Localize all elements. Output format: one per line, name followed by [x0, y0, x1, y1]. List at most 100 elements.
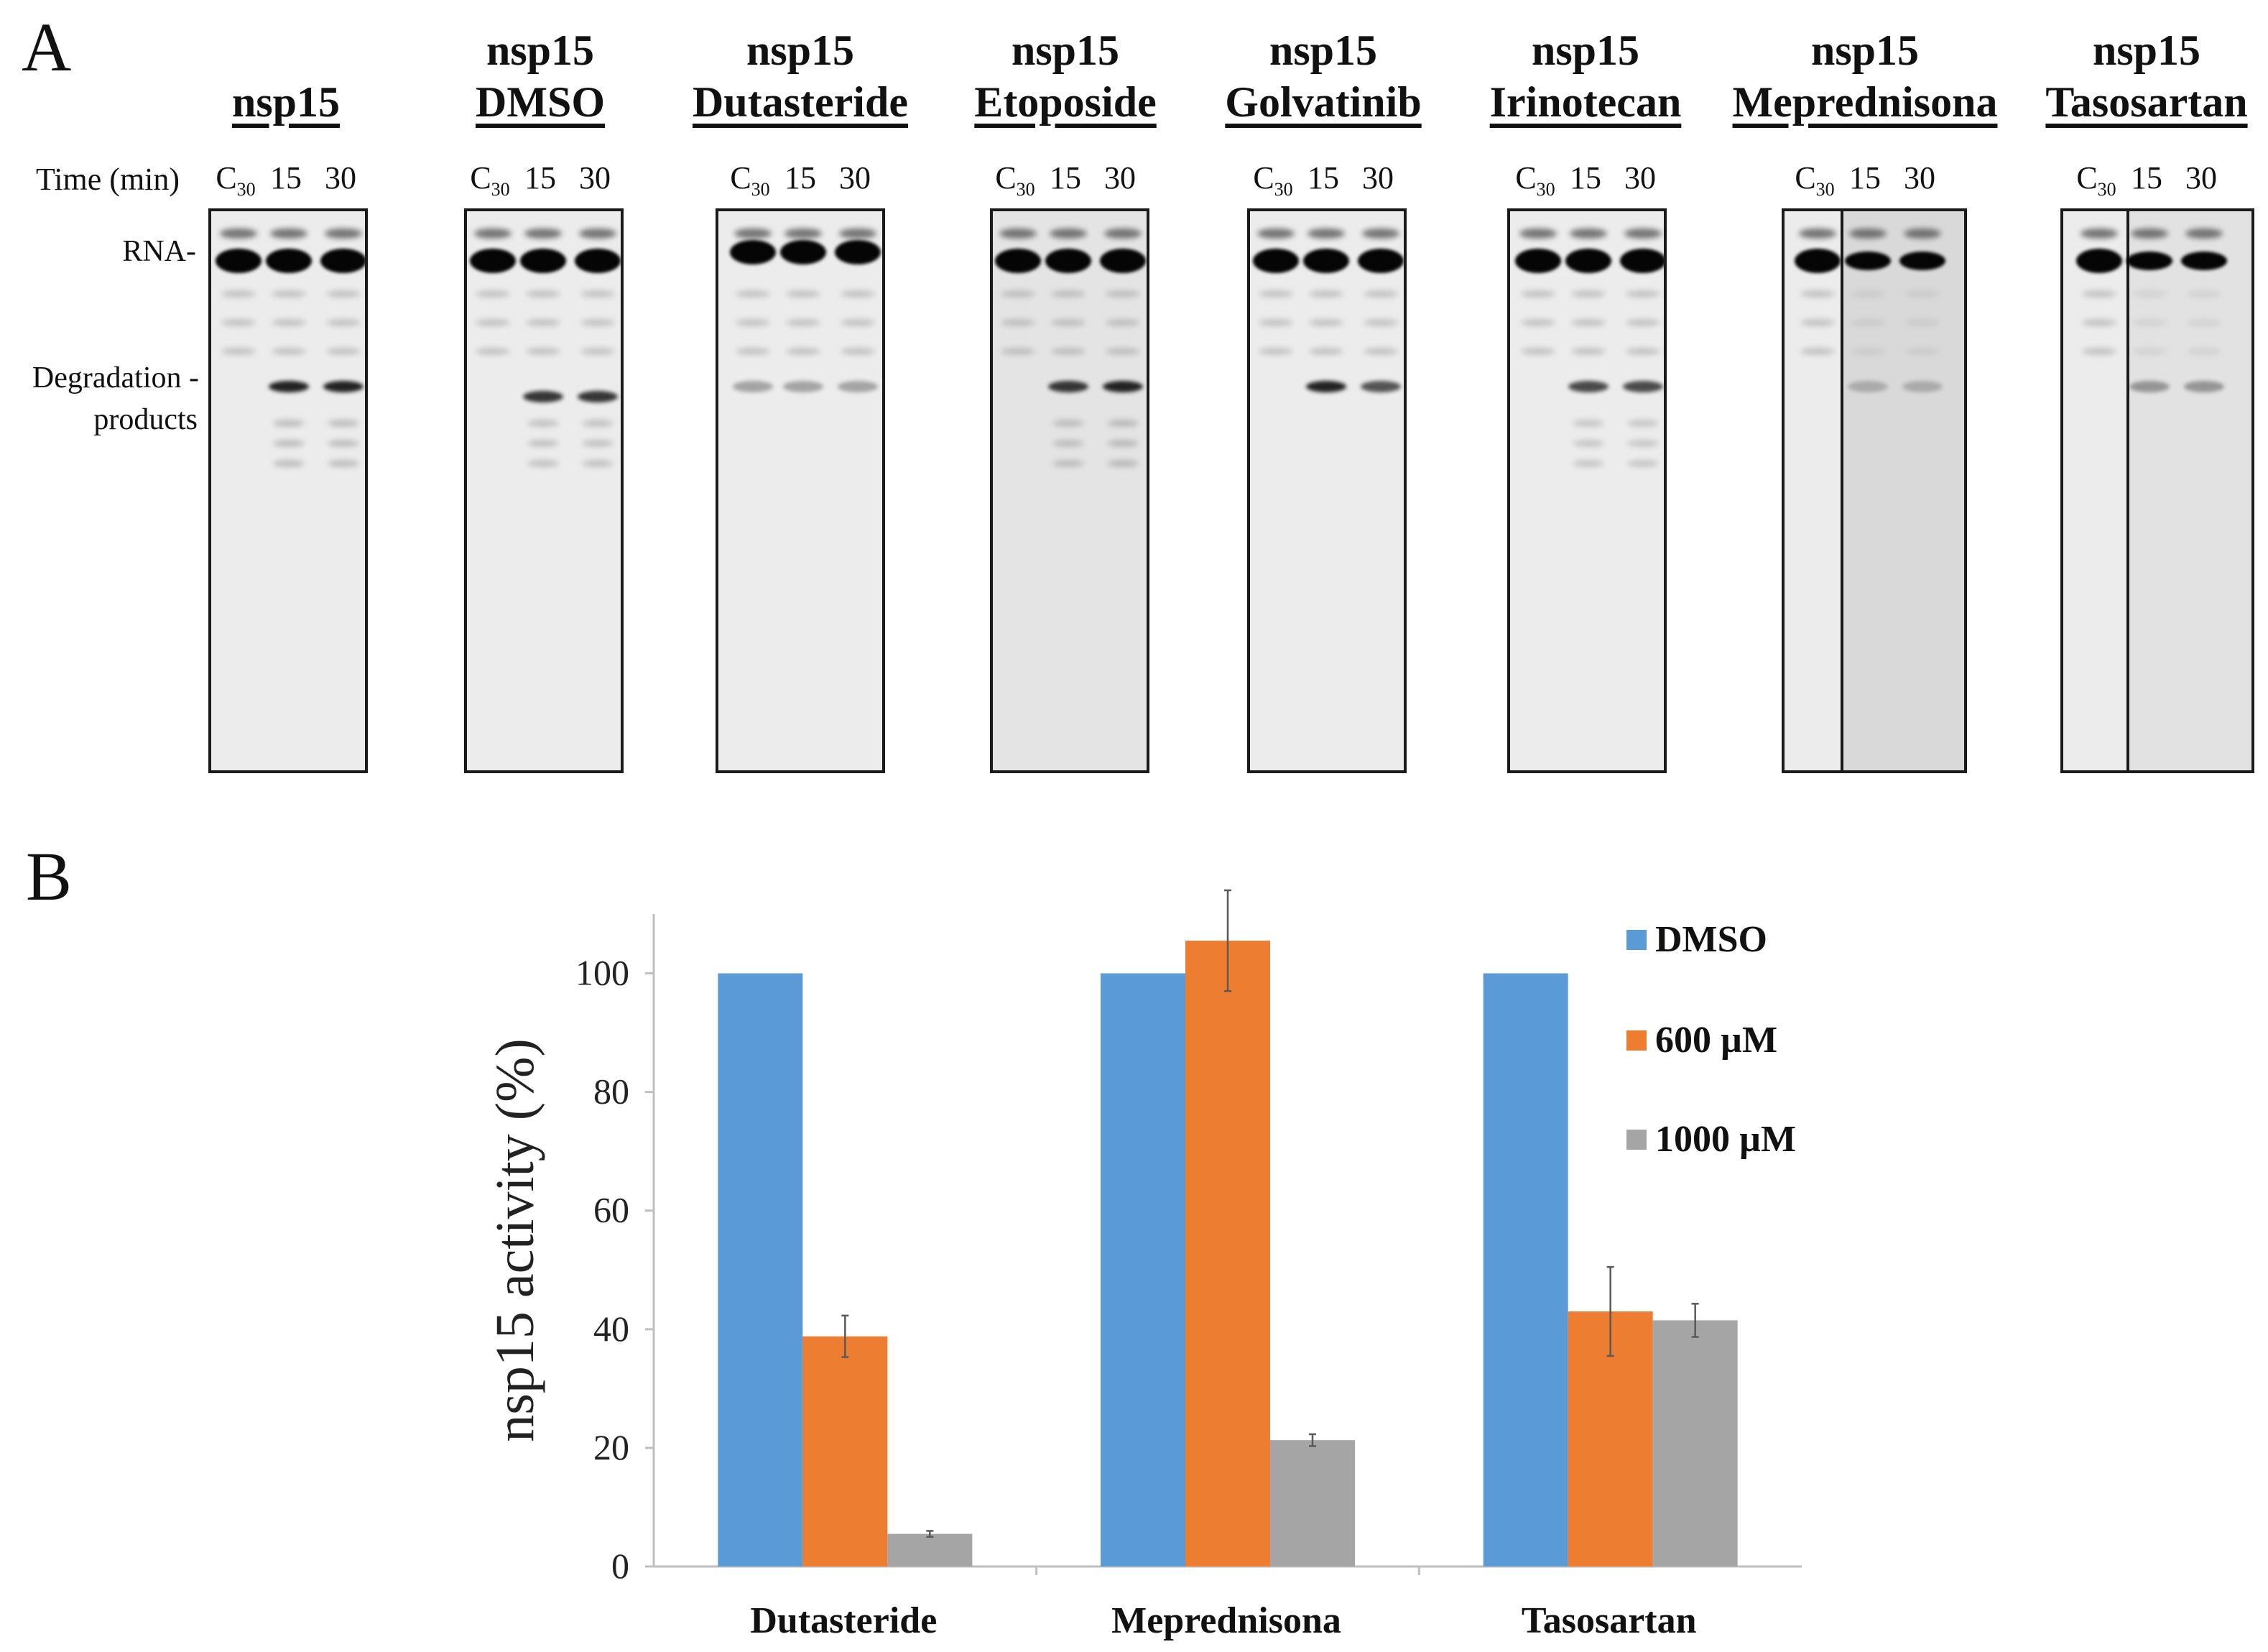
lane-label-time: 30: [325, 160, 356, 195]
band-faint: [328, 420, 359, 427]
y-tick-label: 80: [593, 1071, 629, 1112]
band-upper: [1519, 229, 1557, 239]
lane-label-time: 15: [270, 160, 302, 195]
band-faint: [272, 319, 306, 326]
band-faint: [1107, 420, 1139, 427]
band-faint: [526, 348, 560, 355]
gel-header: nsp15 Golvatinib: [1225, 29, 1421, 124]
lane-label-time: 30: [2185, 160, 2217, 195]
band-rna: [780, 240, 826, 264]
y-axis-title: nsp15 activity (%): [485, 1038, 545, 1441]
band-rna: [1899, 252, 1945, 270]
band-upper: [839, 229, 876, 239]
band-faint: [326, 290, 361, 297]
band-rna: [995, 249, 1041, 273]
band-upper: [270, 229, 307, 239]
lane-label-subscript: 30: [236, 178, 256, 200]
gel-header-line1: nsp15: [1269, 27, 1378, 74]
band-faint: [1107, 460, 1139, 467]
lane-label-subscript: 30: [1536, 178, 1555, 200]
band-rna: [835, 240, 881, 264]
band-faint: [580, 290, 615, 297]
band-degradation: [2184, 381, 2224, 392]
rna-label: RNA-: [122, 235, 196, 268]
gel-header-sample: Dutasteride: [693, 78, 908, 126]
gel-shade: [2126, 211, 2251, 770]
band-faint: [1626, 319, 1660, 326]
legend-swatch: [1626, 1130, 1647, 1150]
band-faint: [2187, 319, 2221, 326]
band-faint: [326, 319, 361, 326]
band-faint: [1573, 440, 1604, 447]
lane-label-time: 15: [1050, 160, 1081, 195]
band-rna: [470, 249, 516, 273]
gel-divider: [2126, 211, 2129, 770]
band-degradation: [1568, 381, 1609, 392]
band-rna: [1515, 249, 1561, 273]
lane-label-time: 15: [784, 160, 816, 195]
band-rna: [1045, 249, 1091, 273]
band-rna: [1253, 249, 1299, 273]
band-degradation: [578, 391, 618, 402]
band-faint: [1905, 290, 1940, 297]
band-degradation: [783, 381, 823, 392]
band-faint: [2132, 348, 2167, 355]
band-faint: [1521, 348, 1555, 355]
band-faint: [2082, 319, 2116, 326]
band-degradation: [838, 381, 878, 392]
band-faint: [1001, 348, 1035, 355]
band-rna: [266, 249, 312, 273]
band-rna: [1358, 249, 1404, 273]
panel-a-label: A: [22, 9, 72, 86]
legend-label: DMSO: [1655, 919, 1767, 960]
band-faint: [841, 348, 875, 355]
band-faint: [1573, 420, 1604, 427]
band-faint: [786, 290, 820, 297]
gel-header-sample: Etoposide: [974, 78, 1157, 126]
band-faint: [736, 319, 770, 326]
lane-label-time: 15: [524, 160, 556, 195]
bar: [1652, 1320, 1738, 1566]
x-category-label: Dutasteride: [750, 1600, 937, 1641]
band-faint: [328, 460, 359, 467]
gel-header-sample: Meprednisona: [1732, 78, 1998, 126]
band-faint: [2082, 290, 2116, 297]
band-faint: [273, 440, 305, 447]
band-rna: [1303, 249, 1349, 273]
band-degradation: [323, 381, 364, 392]
gel-image: [464, 208, 624, 773]
lane-label-time: 15: [1307, 160, 1339, 195]
lane-label-control: C30: [1795, 160, 1835, 200]
band-faint: [1626, 290, 1660, 297]
band-rna: [575, 249, 621, 273]
lane-label-subscript: 30: [1274, 178, 1293, 200]
lane-label-time: 30: [579, 160, 611, 195]
lane-label-time: 15: [1570, 160, 1601, 195]
band-faint: [736, 348, 770, 355]
band-faint: [1001, 290, 1035, 297]
band-faint: [1627, 420, 1659, 427]
bar: [887, 1533, 973, 1566]
band-faint: [1364, 319, 1398, 326]
band-upper: [1799, 229, 1836, 239]
legend-swatch: [1626, 1030, 1647, 1051]
y-tick-label: 60: [593, 1190, 629, 1230]
band-faint: [1052, 460, 1084, 467]
degradation-label: Degradation -: [32, 361, 199, 394]
lane-label-time: 30: [839, 160, 871, 195]
band-upper: [524, 229, 562, 239]
lane-label-time: 30: [1904, 160, 1935, 195]
band-faint: [328, 440, 359, 447]
band-faint: [1309, 290, 1343, 297]
gel-header: nsp15 Irinotecan: [1490, 29, 1682, 124]
band-upper: [579, 229, 616, 239]
gel-image: [716, 208, 885, 773]
band-upper: [999, 229, 1037, 239]
band-faint: [1107, 440, 1139, 447]
gel-image: [990, 208, 1149, 773]
band-degradation: [1306, 381, 1346, 392]
band-degradation: [1623, 381, 1663, 392]
band-degradation: [1048, 381, 1088, 392]
band-faint: [1259, 319, 1293, 326]
